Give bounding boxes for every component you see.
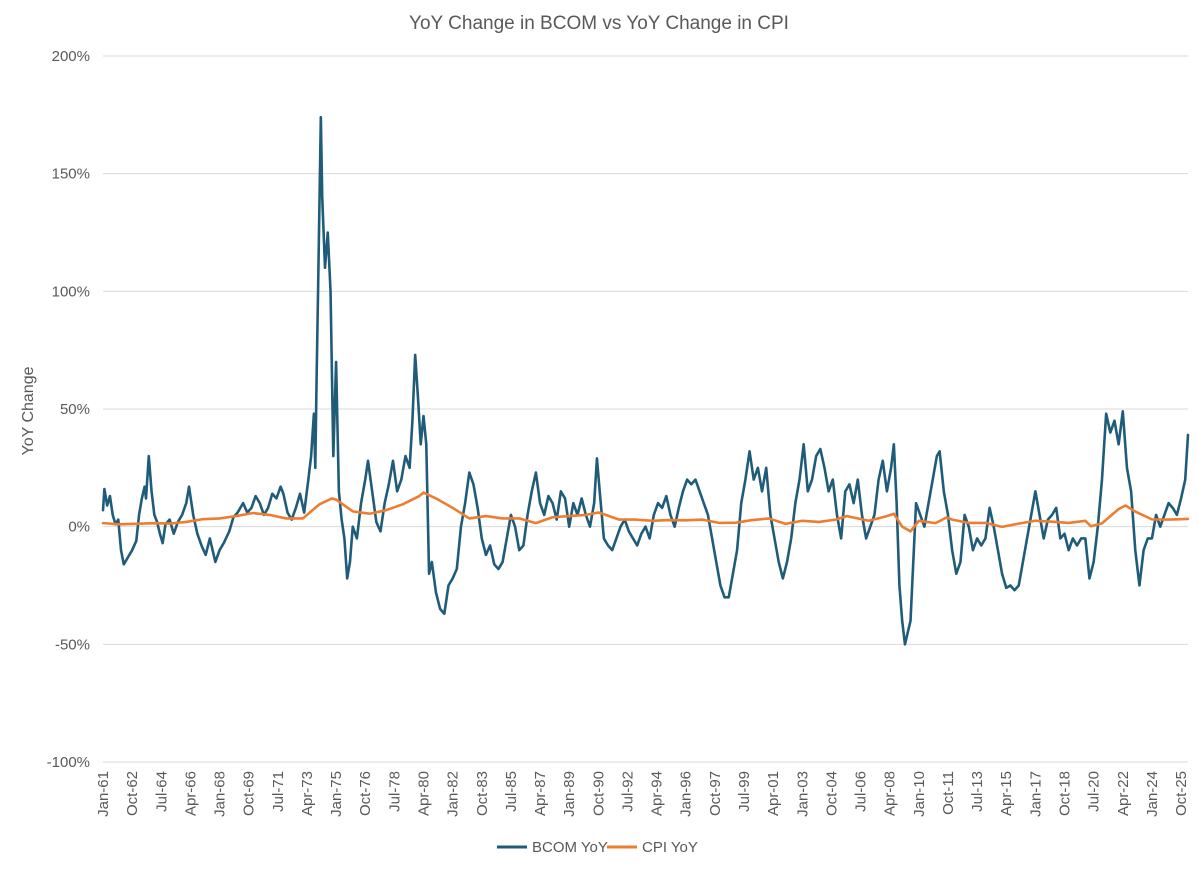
- y-axis-title: YoY Change: [20, 366, 37, 455]
- series-layer: [101, 115, 1190, 646]
- series-line-cpi: [101, 491, 1190, 533]
- y-tick-label: 50%: [60, 401, 90, 418]
- x-tick-label: Oct-69: [241, 771, 258, 816]
- x-tick-label: Jan-03: [794, 771, 811, 817]
- x-tick-label: Jan-82: [445, 771, 462, 817]
- x-tick-label: Oct-25: [1173, 771, 1190, 816]
- x-tick-label: Oct-83: [474, 771, 491, 816]
- x-tick-label: Oct-90: [590, 771, 607, 816]
- y-axis-tick-labels: -100% -50% 0% 50% 100% 150% 200%: [47, 48, 90, 771]
- x-tick-label: Jan-68: [212, 771, 229, 817]
- x-tick-label: Oct-62: [124, 771, 141, 816]
- x-tick-label: Jul-13: [969, 771, 986, 812]
- x-tick-label: Apr-80: [416, 771, 433, 816]
- x-tick-label: Jan-75: [328, 771, 345, 817]
- x-tick-label: Jan-89: [561, 771, 578, 817]
- x-axis-tick-labels: Jan-61 Oct-62 Jul-64 Apr-66 Jan-68 Oct-69 Jul-…: [95, 771, 1190, 817]
- x-tick-label: Oct-18: [1057, 771, 1074, 816]
- x-tick-label: Apr-87: [532, 771, 549, 816]
- y-tick-label: -100%: [47, 754, 90, 771]
- x-tick-label: Jan-17: [1027, 771, 1044, 817]
- x-tick-label: Jan-96: [678, 771, 695, 817]
- x-tick-label: Jul-78: [386, 771, 403, 812]
- x-tick-label: Jan-10: [911, 771, 928, 817]
- chart-title: YoY Change in BCOM vs YoY Change in CPI: [409, 13, 789, 34]
- x-tick-label: Apr-73: [299, 771, 316, 816]
- x-tick-label: Oct-04: [823, 771, 840, 816]
- x-tick-label: Apr-01: [765, 771, 782, 816]
- x-tick-label: Jul-64: [153, 771, 170, 812]
- x-tick-label: Jul-06: [853, 771, 870, 812]
- x-tick-label: Oct-11: [940, 771, 957, 815]
- y-tick-label: 0%: [68, 519, 90, 536]
- y-tick-label: 150%: [52, 166, 90, 183]
- x-tick-label: Apr-94: [649, 771, 666, 816]
- x-tick-label: Apr-15: [998, 771, 1015, 816]
- x-tick-label: Jan-24: [1144, 771, 1161, 817]
- legend: BCOM YoY CPI YoY: [497, 839, 698, 856]
- legend-label-cpi: CPI YoY: [642, 839, 698, 856]
- x-tick-label: Jul-71: [270, 771, 287, 812]
- x-tick-label: Oct-76: [357, 771, 374, 816]
- x-tick-label: Jul-85: [503, 771, 520, 812]
- x-tick-label: Jul-20: [1086, 771, 1103, 812]
- x-tick-label: Apr-22: [1115, 771, 1132, 816]
- legend-label-bcom: BCOM YoY: [532, 839, 608, 856]
- x-tick-label: Apr-08: [882, 771, 899, 816]
- series-line-bcom: [101, 115, 1190, 646]
- y-tick-label: -50%: [55, 636, 90, 653]
- y-tick-label: 200%: [52, 48, 90, 65]
- x-tick-label: Oct-97: [707, 771, 724, 816]
- x-tick-label: Apr-66: [182, 771, 199, 816]
- x-tick-label: Jul-92: [619, 771, 636, 812]
- y-tick-label: 100%: [52, 283, 90, 300]
- x-tick-label: Jan-61: [95, 771, 112, 817]
- x-tick-label: Jul-99: [736, 771, 753, 812]
